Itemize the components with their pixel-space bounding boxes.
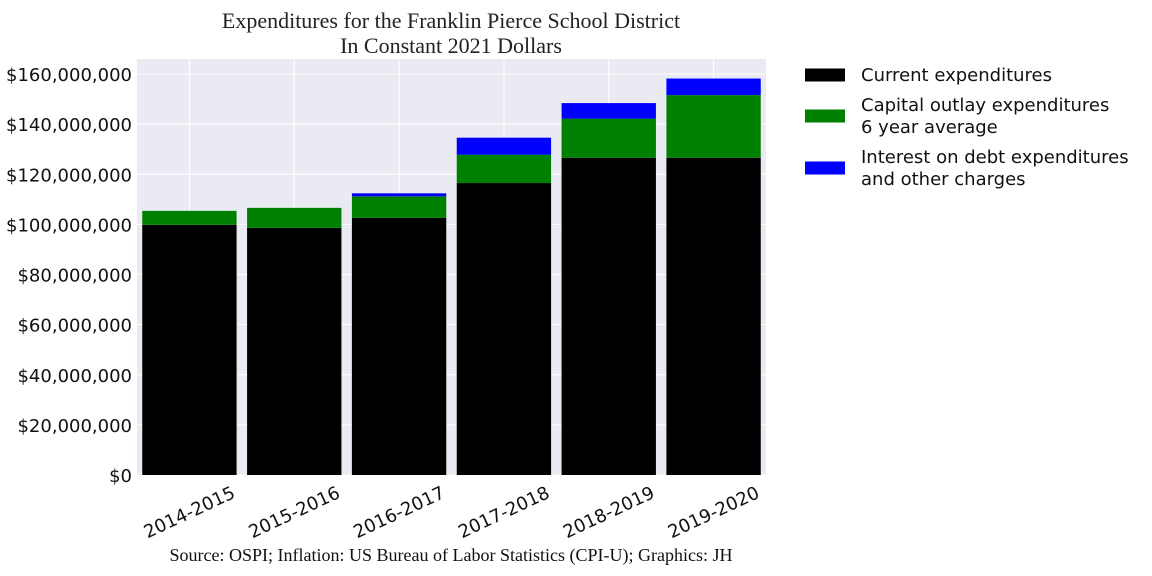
y-tick-label: $140,000,000	[6, 115, 132, 136]
bar-2015-2016-series-0	[247, 227, 342, 475]
plot-area	[137, 59, 766, 475]
x-tick-label: 2019-2020	[665, 482, 763, 543]
y-tick-label: $80,000,000	[17, 266, 132, 287]
bar-2019-2020-series-0	[666, 157, 761, 475]
bar-2017-2018-series-0	[456, 183, 552, 475]
y-tick-label: $160,000,000	[6, 65, 132, 86]
bar-2015-2016-series-1	[247, 207, 342, 228]
legend-label-1: Capital outlay expenditures 6 year averag…	[861, 95, 1109, 138]
bar-2017-2018-series-1	[456, 154, 552, 184]
y-tick-label: $40,000,000	[17, 366, 132, 387]
bar-2016-2017-series-2	[351, 193, 447, 197]
bar-2014-2015-series-0	[142, 224, 237, 475]
legend-label-2: Interest on debt expenditures and other c…	[861, 147, 1129, 190]
bar-2017-2018-series-2	[456, 137, 552, 155]
y-tick-label: $20,000,000	[17, 416, 132, 437]
bar-2018-2019-series-2	[561, 103, 656, 119]
y-axis: $0 $20,000,000 $40,000,000 $60,000,000 $80,0…	[6, 65, 132, 487]
bar-2016-2017-series-0	[351, 217, 447, 475]
bar-2018-2019-series-0	[561, 157, 656, 475]
x-tick-label: 2015-2016	[246, 482, 344, 543]
legend-swatch-0	[805, 68, 845, 82]
legend-label-0: Current expenditures	[861, 65, 1052, 86]
source-note: Source: OSPI; Inflation: US Bureau of La…	[170, 545, 733, 566]
x-tick-label: 2018-2019	[560, 482, 658, 543]
x-tick-label: 2017-2018	[455, 482, 553, 543]
y-tick-label: $120,000,000	[6, 165, 132, 186]
chart-title: Expenditures for the Franklin Pierce Sch…	[222, 8, 680, 33]
bar-2019-2020-series-1	[666, 95, 761, 158]
bar-2018-2019-series-1	[561, 118, 656, 158]
legend-swatch-2	[805, 161, 845, 175]
y-tick-label: $100,000,000	[6, 215, 132, 236]
y-tick-label: $0	[109, 466, 132, 487]
chart-subtitle: In Constant 2021 Dollars	[340, 33, 562, 58]
bar-2019-2020-series-2	[666, 78, 761, 96]
bars-group	[142, 78, 761, 475]
x-tick-label: 2014-2015	[141, 482, 239, 543]
bar-2014-2015-series-1	[142, 210, 237, 225]
x-tick-label: 2016-2017	[350, 482, 448, 543]
legend: Current expenditures Capital outlay expen…	[805, 65, 1129, 190]
legend-swatch-1	[805, 109, 845, 123]
y-tick-label: $60,000,000	[17, 316, 132, 337]
x-axis: 2014-2015 2015-2016 2016-2017 2017-2018 2018…	[141, 482, 763, 543]
bar-2016-2017-series-1	[351, 196, 447, 218]
